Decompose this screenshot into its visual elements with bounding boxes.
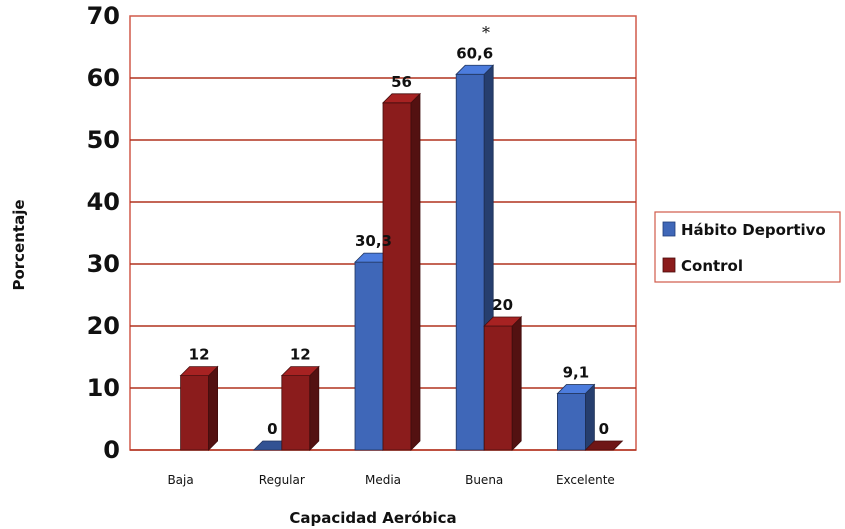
x-tick-label: Excelente [556,473,615,487]
y-tick-label: 60 [87,64,120,92]
legend-swatch-control [662,257,676,273]
bar-control-baja [179,365,219,451]
legend-swatch-habito-deportivo [662,221,676,237]
data-label: 12 [290,346,311,364]
legend-box [654,211,841,283]
bar-habito-deportivo-excelente [556,383,596,451]
data-label: 20 [492,296,513,314]
y-axis-ticks: 0 10 20 30 40 50 60 70 [87,2,120,464]
y-tick-label: 20 [87,312,120,340]
bar-habito-deportivo-buena [455,64,495,451]
data-label: 9,1 [563,364,590,382]
legend: Hábito Deportivo Control [654,211,841,283]
data-label: 12 [189,346,210,364]
data-label: 56 [391,73,412,91]
x-tick-label: Media [365,473,401,487]
data-labels: 12 0 12 30,3 56 60,6 20 9,1 0 [189,44,609,438]
significance-marker: * [482,23,490,42]
bars [179,64,624,451]
y-tick-label: 10 [87,374,120,402]
data-label: 0 [267,420,277,438]
gridlines [130,77,636,451]
y-tick-label: 70 [87,2,120,30]
bar-control-excelente [584,440,624,451]
y-tick-label: 30 [87,250,120,278]
bar-control-regular [280,365,320,451]
y-tick-label: 50 [87,126,120,154]
x-axis-title: Capacidad Aeróbica [289,509,456,527]
x-tick-label: Regular [259,473,305,487]
y-axis-title: Porcentaje [10,199,28,290]
legend-label-control: Control [681,257,743,275]
data-label: 0 [599,420,609,438]
y-tick-label: 40 [87,188,120,216]
x-axis-categories: Baja Regular Media Buena Excelente [167,473,614,487]
bar-control-media [382,92,421,451]
bar-control-buena [483,316,523,451]
data-label: 30,3 [355,232,392,250]
y-tick-label: 0 [103,436,120,464]
x-tick-label: Buena [465,473,503,487]
x-tick-label: Baja [167,473,193,487]
legend-label-habito-deportivo: Hábito Deportivo [681,221,826,239]
data-label: 60,6 [456,44,493,62]
